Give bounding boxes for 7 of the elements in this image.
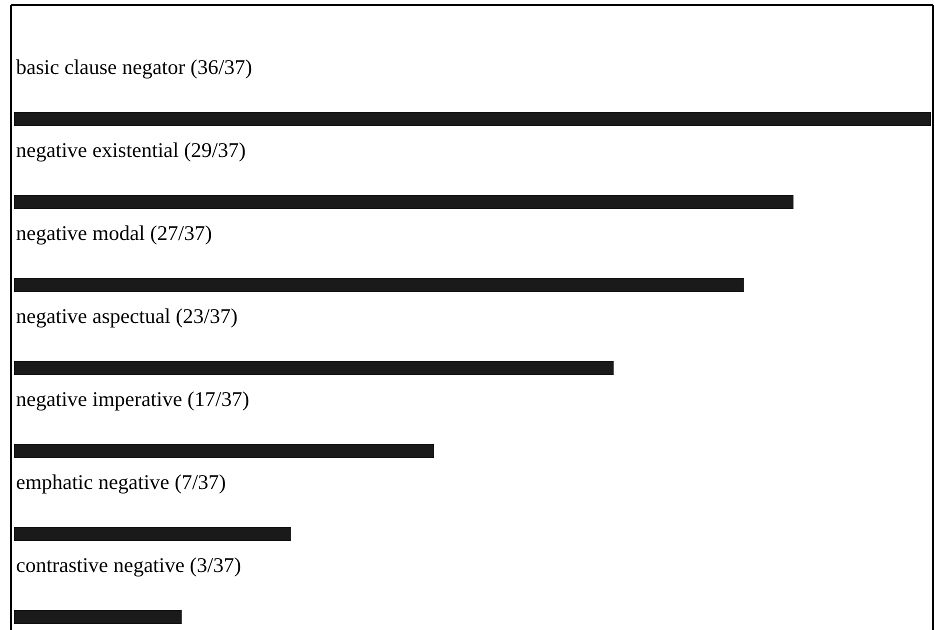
y-tick-label: negative existential (29/37) xyxy=(16,138,246,162)
y-tick-label: negative imperative (17/37) xyxy=(16,387,250,411)
y-tick-label: negative aspectual (23/37) xyxy=(16,304,238,328)
y-tick-label: contrastive negative (3/37) xyxy=(16,553,242,577)
y-tick-label: negative modal (27/37) xyxy=(16,221,212,245)
y-tick-label: basic clause negator (36/37) xyxy=(16,55,252,79)
y-tick-label: emphatic negative (7/37) xyxy=(16,470,226,494)
